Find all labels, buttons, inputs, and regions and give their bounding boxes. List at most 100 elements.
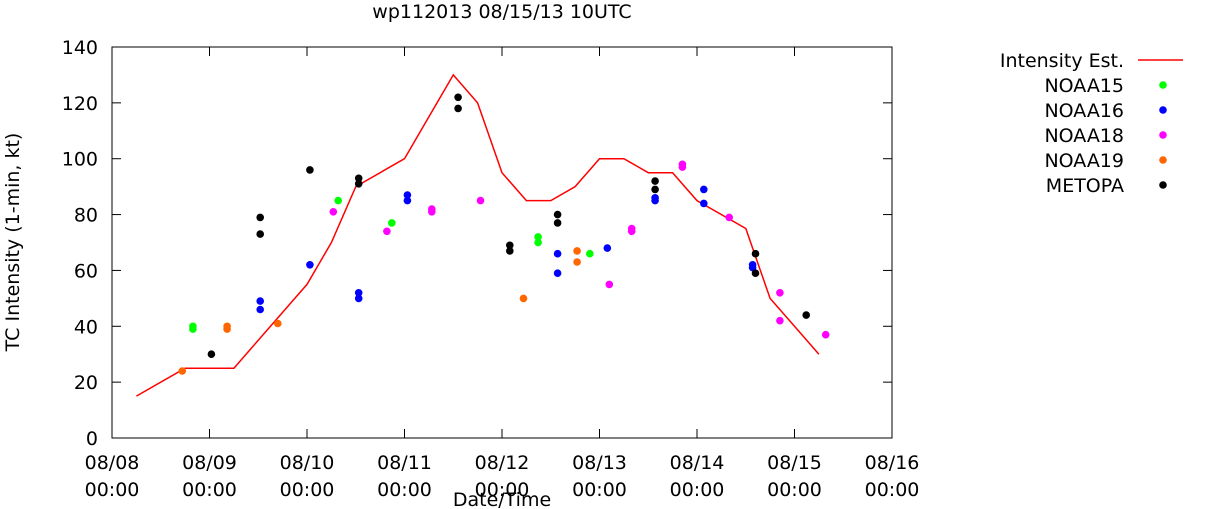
- data-point-noaa19: [274, 319, 282, 328]
- data-point-metopa: [207, 350, 216, 359]
- data-point-noaa18: [476, 196, 485, 205]
- data-point-noaa18: [821, 330, 830, 339]
- data-point-noaa18: [329, 208, 338, 216]
- series-noaa16: [256, 185, 757, 314]
- data-point-metopa: [751, 249, 760, 258]
- y-tick-label: 120: [62, 93, 98, 115]
- y-tick-labels: 0 20 40 60 80 100 120 140: [62, 37, 98, 450]
- legend-label: NOAA18: [1044, 125, 1124, 147]
- y-tick-label: 60: [74, 260, 98, 282]
- legend-label: NOAA16: [1044, 100, 1124, 122]
- data-point-metopa: [651, 177, 659, 185]
- x-tick-label-time: 00:00: [865, 479, 920, 501]
- data-point-noaa18: [383, 227, 391, 236]
- legend-swatch-dot: [1159, 81, 1167, 89]
- data-point-noaa16: [603, 244, 612, 252]
- x-tick-label-date: 08/16: [865, 452, 920, 474]
- data-point-metopa: [651, 185, 659, 194]
- x-tick-label-date: 08/09: [182, 452, 237, 474]
- data-point-metopa: [506, 241, 514, 250]
- x-tick-label-time: 00:00: [280, 479, 335, 501]
- x-tick-label-time: 00:00: [670, 479, 725, 501]
- x-tick-label-date: 08/08: [85, 452, 140, 474]
- y-tick-label: 40: [74, 316, 98, 338]
- data-point-noaa16: [748, 263, 757, 272]
- data-point-noaa18: [627, 227, 636, 236]
- data-point-noaa16: [553, 249, 562, 258]
- legend-swatch-dot: [1159, 131, 1167, 139]
- legend-label: NOAA15: [1044, 75, 1124, 97]
- data-point-metopa: [553, 210, 562, 219]
- data-point-noaa16: [403, 191, 412, 199]
- data-point-noaa16: [651, 196, 659, 205]
- legend-swatch-dot: [1159, 156, 1167, 164]
- legend-label: NOAA19: [1044, 150, 1124, 172]
- legend-label: Intensity Est.: [1000, 50, 1124, 72]
- data-point-metopa: [256, 213, 265, 222]
- data-point-metopa: [454, 104, 462, 113]
- data-point-noaa16: [403, 196, 412, 205]
- legend: Intensity Est. NOAA15 NOAA16 NOAA18 NOAA19 ME…: [1000, 50, 1183, 197]
- data-point-noaa16: [354, 294, 363, 303]
- data-point-noaa19: [573, 247, 581, 255]
- x-tick-label-time: 00:00: [767, 479, 822, 501]
- series-line-intensity-est: [136, 73, 820, 397]
- data-point-noaa18: [776, 316, 784, 325]
- data-point-metopa: [506, 247, 514, 255]
- y-tick-label: 20: [74, 372, 98, 394]
- x-tick-label-date: 08/15: [767, 452, 822, 474]
- data-point-noaa18: [725, 213, 733, 222]
- x-tick-label-time: 00:00: [572, 479, 627, 501]
- x-tick-label-date: 08/11: [377, 452, 432, 474]
- data-point-noaa15: [586, 249, 594, 258]
- x-tick-label-date: 08/10: [280, 452, 335, 474]
- data-point-metopa: [802, 311, 810, 319]
- legend-label: METOPA: [1046, 175, 1124, 197]
- x-tick-label-time: 00:00: [377, 479, 432, 501]
- data-point-noaa16: [354, 289, 363, 297]
- y-tick-label: 0: [86, 428, 98, 450]
- data-point-noaa16: [700, 185, 708, 194]
- data-point-metopa: [553, 219, 562, 227]
- data-point-noaa16: [256, 305, 265, 314]
- data-point-noaa18: [605, 280, 614, 289]
- data-point-noaa19: [519, 294, 528, 303]
- data-point-noaa19: [573, 258, 581, 266]
- axis-ticks: [111, 46, 893, 439]
- y-tick-label: 80: [74, 205, 98, 227]
- x-tick-labels: 08/08 00:00 08/09 00:00 08/10 00:00 08/11 00:00…: [85, 452, 920, 501]
- chart-title: wp112013 08/15/13 10UTC: [372, 1, 631, 23]
- data-point-noaa16: [306, 261, 314, 269]
- y-axis-label: TC Intensity (1-min, kt): [2, 133, 24, 353]
- data-point-noaa19: [178, 367, 186, 375]
- data-point-metopa: [306, 166, 314, 174]
- data-point-noaa15: [534, 238, 542, 247]
- data-point-metopa: [354, 180, 363, 188]
- data-point-noaa16: [256, 297, 265, 305]
- series-noaa18: [329, 160, 830, 339]
- plot-frame: [111, 46, 893, 439]
- data-point-noaa19: [223, 325, 231, 333]
- x-axis-label: Date/Time: [453, 489, 551, 509]
- y-tick-label: 100: [62, 149, 98, 171]
- data-point-metopa: [354, 174, 363, 183]
- data-point-noaa15: [189, 325, 197, 333]
- data-point-noaa16: [700, 199, 708, 208]
- series-metopa: [207, 93, 810, 359]
- data-point-noaa16: [553, 269, 562, 278]
- data-point-metopa: [256, 230, 265, 238]
- series-noaa15: [189, 196, 594, 333]
- x-tick-label-time: 00:00: [85, 479, 140, 501]
- legend-swatch-dot: [1159, 181, 1167, 189]
- data-point-noaa15: [334, 196, 343, 205]
- data-point-metopa: [454, 93, 462, 102]
- data-point-noaa18: [776, 289, 784, 297]
- legend-swatch-dot: [1159, 106, 1167, 114]
- x-tick-label-time: 00:00: [475, 479, 530, 501]
- series-noaa19: [178, 247, 581, 375]
- x-tick-label-time: 00:00: [182, 479, 237, 501]
- x-tick-label-date: 08/13: [572, 452, 627, 474]
- data-point-metopa: [751, 269, 760, 278]
- data-point-noaa18: [428, 208, 436, 216]
